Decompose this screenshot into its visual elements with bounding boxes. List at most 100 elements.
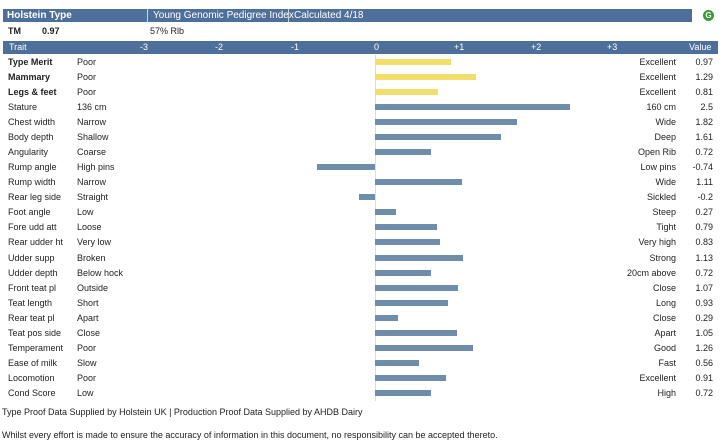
trait-row: Foot angle Low Steep 0.27 — [0, 205, 725, 220]
trait-low-label: Close — [77, 327, 101, 338]
trait-bar — [375, 74, 476, 81]
trait-low-label: High pins — [77, 162, 115, 173]
trait-value: 0.29 — [695, 312, 713, 323]
trait-low-label: Poor — [77, 342, 97, 353]
trait-low-label: Straight — [77, 192, 109, 203]
trait-bar — [375, 104, 570, 111]
trait-low-label: Poor — [77, 57, 97, 67]
trait-name: Rear leg side — [8, 192, 62, 203]
trait-bar — [375, 59, 451, 65]
trait-high-label: Sickled — [646, 192, 676, 203]
trait-value: 2.5 — [700, 102, 713, 113]
trait-row: Temperament Poor Good 1.26 — [0, 341, 725, 356]
axis-tick: +1 — [454, 42, 465, 52]
trait-value: 1.07 — [695, 282, 713, 293]
trait-high-label: Excellent — [639, 72, 676, 83]
trait-value: 0.56 — [695, 357, 713, 368]
trait-high-label: Apart — [654, 327, 676, 338]
trait-value: 0.72 — [695, 387, 713, 398]
trait-value: 1.13 — [695, 252, 713, 263]
trait-name: Stature — [8, 102, 38, 113]
trait-value: -0.2 — [697, 192, 713, 203]
trait-value: 0.93 — [695, 297, 713, 308]
breed-label: Holstein Type — [7, 10, 72, 21]
trait-row: Teat pos side Close Apart 1.05 — [0, 326, 725, 341]
trait-value: 0.72 — [695, 147, 713, 158]
summary-row: TM 0.97 57% Rlb — [0, 24, 725, 40]
trait-name: Foot angle — [8, 207, 51, 218]
trait-low-label: Short — [77, 297, 99, 308]
axis-tick: -3 — [140, 42, 149, 52]
trait-bar — [375, 224, 437, 231]
trait-row: Rear teat pl Apart Close 0.29 — [0, 311, 725, 326]
trait-low-label: Narrow — [77, 177, 107, 188]
trait-bar — [375, 149, 432, 156]
trait-name: Teat length — [8, 297, 53, 308]
trait-row: Rump width Narrow Wide 1.11 — [0, 175, 725, 190]
trait-name: Rump angle — [8, 162, 57, 173]
trait-name: Ease of milk — [8, 357, 58, 368]
trait-bar — [375, 269, 432, 276]
trait-high-label: Excellent — [639, 57, 676, 67]
genomic-status-icon: G — [703, 10, 714, 21]
trait-bar — [359, 194, 375, 201]
trait-value: -0.74 — [692, 162, 713, 173]
table-header: Trait -3 -2 -1 0 +1 +2 +3 Value — [3, 41, 718, 54]
trait-row: Rear udder ht Very low Very high 0.83 — [0, 235, 725, 250]
axis-tick: 0 — [374, 42, 380, 52]
trait-name: Fore udd att — [8, 222, 57, 233]
title-separator — [147, 9, 148, 22]
trait-bar — [375, 239, 440, 246]
trait-bar — [375, 134, 501, 141]
trait-high-label: Wide — [655, 177, 676, 188]
trait-value: 1.05 — [695, 327, 713, 338]
trait-bar — [375, 89, 439, 96]
trait-name: Cond Score — [8, 387, 56, 398]
trait-low-label: Shallow — [77, 132, 109, 143]
trait-value: 1.26 — [695, 342, 713, 353]
trait-name: Temperament — [8, 342, 64, 353]
trait-high-label: High — [657, 387, 676, 398]
trait-low-label: Low — [77, 207, 94, 218]
trait-row: Ease of milk Slow Fast 0.56 — [0, 356, 725, 371]
title-bar: Holstein Type Young Genomic Pedigree Ind… — [3, 9, 692, 22]
trait-column-header: Trait — [9, 42, 27, 52]
trait-high-label: Tight — [656, 222, 676, 233]
trait-bar — [375, 359, 419, 366]
trait-bar — [375, 344, 474, 351]
trait-bar — [375, 329, 457, 336]
trait-low-label: Poor — [77, 72, 97, 83]
trait-row: Angularity Coarse Open Rib 0.72 — [0, 145, 725, 160]
reliability: 57% Rlb — [150, 26, 185, 36]
trait-row: Type Merit Poor Excellent 0.97 — [0, 55, 725, 70]
axis-tick: -1 — [291, 42, 300, 52]
axis-tick: +3 — [607, 42, 618, 52]
axis-tick: +2 — [531, 42, 542, 52]
trait-bar — [375, 119, 517, 126]
trait-high-label: Fast — [658, 357, 676, 368]
trait-low-label: Broken — [77, 252, 106, 263]
trait-name: Legs & feet — [8, 87, 57, 98]
trait-row: Rear leg side Straight Sickled -0.2 — [0, 190, 725, 205]
tm-value: 0.97 — [42, 26, 60, 36]
title-separator — [288, 9, 289, 22]
trait-row: Chest width Narrow Wide 1.82 — [0, 115, 725, 130]
trait-name: Rump width — [8, 177, 56, 188]
trait-value: 0.27 — [695, 207, 713, 218]
trait-row: Rump angle High pins Low pins -0.74 — [0, 160, 725, 175]
trait-high-label: Very high — [638, 237, 676, 248]
trait-bar — [375, 374, 446, 381]
trait-high-label: Low pins — [640, 162, 676, 173]
trait-bar — [375, 314, 398, 321]
trait-low-label: Loose — [77, 222, 102, 233]
trait-low-label: Slow — [77, 357, 97, 368]
calculated-date: Calculated 4/18 — [294, 10, 364, 21]
trait-value: 0.79 — [695, 222, 713, 233]
trait-high-label: Excellent — [639, 87, 676, 98]
axis-tick: -2 — [215, 42, 224, 52]
trait-high-label: Strong — [649, 252, 676, 263]
trait-bar — [375, 209, 397, 216]
trait-value: 0.81 — [695, 87, 713, 98]
trait-value: 0.72 — [695, 267, 713, 278]
trait-row: Fore udd att Loose Tight 0.79 — [0, 220, 725, 235]
